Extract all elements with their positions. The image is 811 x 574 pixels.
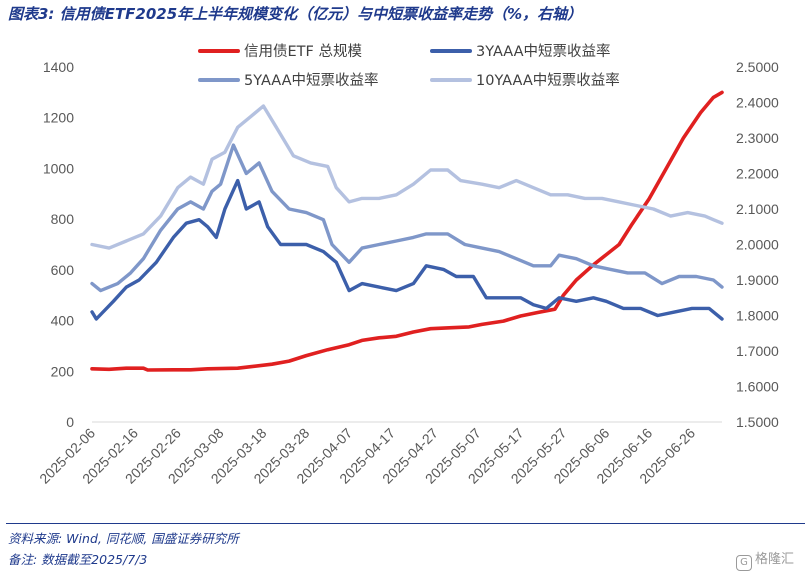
right-axis-tick-label: 2.3000 — [736, 130, 779, 146]
left-axis-tick-label: 1000 — [43, 160, 74, 176]
series-line — [90, 90, 724, 372]
right-axis-tick-label: 2.5000 — [736, 59, 779, 75]
series-line — [90, 104, 724, 250]
right-axis-tick-label: 1.5000 — [736, 414, 779, 430]
left-axis-tick-label: 600 — [51, 262, 75, 278]
chart-title: 图表3: 信用债ETF2025年上半年规模变化（亿元）与中短票收益率走势（%，右… — [8, 5, 583, 23]
right-axis-tick-label: 1.6000 — [736, 379, 779, 395]
legend-label: 信用债ETF 总规模 — [244, 43, 362, 60]
right-axis-tick-label: 2.2000 — [736, 166, 779, 182]
watermark-text: 格隆汇 — [755, 552, 795, 567]
watermark: G 格隆汇 — [736, 548, 794, 571]
right-axis-tick-label: 2.1000 — [736, 201, 779, 217]
legend-label: 10YAAA中短票收益率 — [476, 72, 620, 89]
right-axis-tick-label: 2.0000 — [736, 237, 779, 253]
right-axis-tick-label: 1.7000 — [736, 343, 779, 359]
left-axis-tick-label: 200 — [51, 363, 75, 379]
left-axis-tick-label: 1400 — [43, 59, 74, 75]
watermark-logo-icon: G — [736, 555, 752, 571]
left-axis-tick-label: 400 — [51, 313, 75, 329]
legend-label: 3YAAA中短票收益率 — [476, 43, 611, 60]
source-note: 资料来源: Wind, 同花顺, 国盛证券研究所 — [8, 531, 239, 546]
left-axis-tick-label: 0 — [66, 414, 74, 430]
right-axis-tick-label: 1.8000 — [736, 308, 779, 324]
date-note: 备注: 数据截至2025/7/3 — [8, 552, 148, 567]
series-line — [90, 178, 724, 321]
right-axis-tick-label: 1.9000 — [736, 272, 779, 288]
footer-divider — [6, 523, 805, 524]
legend-label: 5YAAA中短票收益率 — [244, 72, 379, 89]
series-line — [90, 143, 724, 293]
chart: 0 200 400 600 800 1000 1200 1400 1.5000 1.6000 1.7… — [36, 43, 779, 487]
right-axis-tick-label: 2.4000 — [736, 95, 779, 111]
left-axis-tick-label: 1200 — [43, 110, 74, 126]
left-axis-tick-label: 800 — [51, 211, 75, 227]
